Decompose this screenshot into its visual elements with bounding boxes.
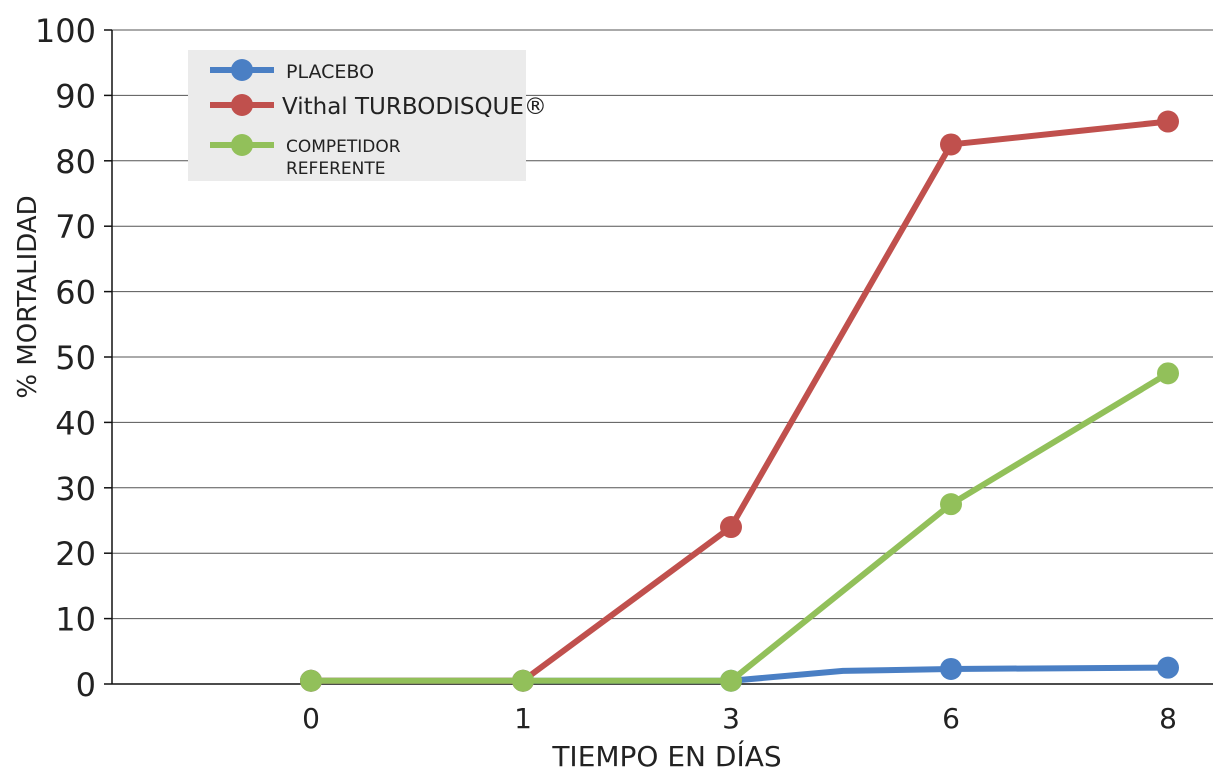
legend-label-line: COMPETIDOR [286,137,401,157]
gridlines [112,29,1213,685]
legend-item-vithal-turbodisque: Vithal TURBODISQUE® [210,94,547,120]
x-tick-label: 8 [1159,702,1177,735]
legend-swatch-marker [231,94,253,116]
legend-label: COMPETIDOR REFERENTE [286,137,406,179]
data-point-competidor-referente-x8 [1157,362,1179,385]
legend-swatch-marker [231,59,253,81]
data-point-vithal-turbodisque-x8 [1157,110,1179,133]
y-tick-label: 60 [55,274,96,312]
legend-label-line: REFERENTE [286,159,385,179]
y-axis-ticks: 0 10 20 30 40 50 60 70 80 90 100 [35,12,112,704]
legend-item-placebo: PLACEBO [210,59,374,83]
data-point-competidor-referente-x3 [720,669,742,692]
y-tick-label: 20 [55,535,96,573]
y-tick-label: 90 [55,77,96,115]
data-point-placebo-x6 [940,657,962,680]
x-tick-label: 1 [514,702,532,735]
y-tick-label: 80 [55,143,96,181]
data-point-competidor-referente-x6 [940,493,962,516]
y-tick-label: 70 [55,208,96,246]
y-tick-label: 40 [55,404,96,442]
series-lines [300,110,1179,692]
legend-label: PLACEBO [286,61,374,83]
y-tick-label: 30 [55,470,96,508]
series-line-vithal-turbodisque [308,118,1171,684]
x-tick-label: 6 [942,702,960,735]
legend-swatch-marker [231,134,253,156]
x-tick-label: 0 [302,702,320,735]
data-point-competidor-referente-x1 [512,669,534,692]
x-axis-ticks: 0 1 3 6 8 [302,702,1177,735]
data-point-vithal-turbodisque-x6 [940,133,962,156]
legend: PLACEBO Vithal TURBODISQUE® COMPETIDOR R… [188,50,547,181]
x-axis-label: TIEMPO EN DÍAS [551,739,781,773]
y-tick-label: 0 [76,666,96,704]
x-tick-label: 3 [722,702,740,735]
legend-label: Vithal TURBODISQUE® [282,94,547,120]
y-tick-label: 10 [55,601,96,639]
data-point-competidor-referente-x0 [300,669,322,692]
data-point-vithal-turbodisque-x3 [720,516,742,539]
y-tick-label: 50 [55,339,96,377]
legend-item-competidor-referente: COMPETIDOR REFERENTE [210,134,406,179]
y-tick-label: 100 [35,12,96,50]
y-axis-label: % MORTALIDAD [13,195,43,398]
data-point-placebo-x8 [1157,656,1179,679]
